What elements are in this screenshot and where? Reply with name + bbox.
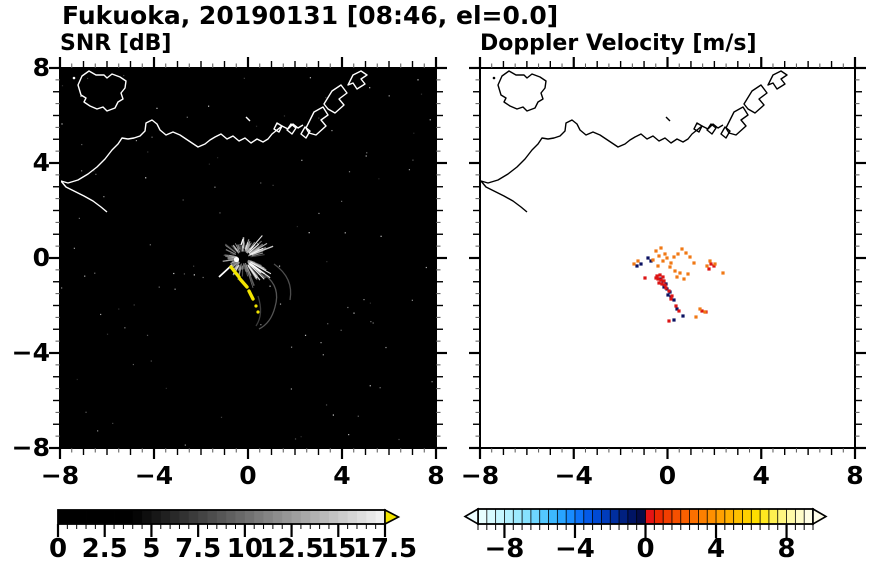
snr-map-graphic — [60, 70, 433, 446]
x-tick-label: 8 — [846, 461, 864, 490]
y-tick-label: 4 — [32, 148, 50, 177]
snr-plot-area — [60, 68, 436, 448]
y-tick-label: −8 — [11, 433, 50, 462]
doppler-colorbar-tick-label: 8 — [777, 534, 796, 564]
snr-panel-title: SNR [dB] — [60, 31, 172, 56]
doppler-map-graphic — [480, 70, 788, 323]
y-tick-label: 0 — [32, 243, 50, 272]
snr-colorbar-tick-label: 15 — [320, 534, 357, 564]
x-tick-label: 4 — [333, 461, 351, 490]
snr-colorbar-tick-label: 17.5 — [352, 534, 418, 564]
x-tick-label: −4 — [134, 461, 174, 490]
snr-colorbar-tick-label: 7.5 — [175, 534, 222, 564]
snr-colorbar-tick-label: 10 — [226, 534, 263, 564]
snr-colorbar-tick-label: 2.5 — [81, 534, 128, 564]
snr-colorbar-tick-label: 0 — [48, 534, 68, 564]
page-title: Fukuoka, 20190131 [08:46, el=0.0] — [62, 1, 559, 30]
x-tick-label: −8 — [460, 461, 500, 490]
doppler-panel-title: Doppler Velocity [m/s] — [480, 31, 757, 56]
doppler-colorbar-tick-label: 4 — [706, 534, 726, 564]
x-tick-label: −4 — [554, 461, 593, 490]
x-tick-label: 0 — [239, 461, 257, 490]
y-tick-label: 8 — [32, 53, 50, 82]
doppler-plot-area — [480, 68, 855, 448]
snr-colorbar-tick-label: 12.5 — [259, 534, 324, 564]
doppler-colorbar-tick-label: −8 — [484, 534, 525, 564]
x-tick-label: 8 — [427, 461, 445, 490]
x-tick-label: 0 — [658, 461, 677, 490]
y-tick-label: −4 — [11, 338, 50, 367]
x-tick-label: 4 — [752, 461, 770, 490]
doppler-colorbar-tick-label: −4 — [555, 534, 595, 564]
snr-colorbar-tick-label: 5 — [142, 534, 161, 564]
x-tick-label: −8 — [40, 461, 80, 490]
doppler-colorbar-tick-label: 0 — [636, 534, 655, 564]
